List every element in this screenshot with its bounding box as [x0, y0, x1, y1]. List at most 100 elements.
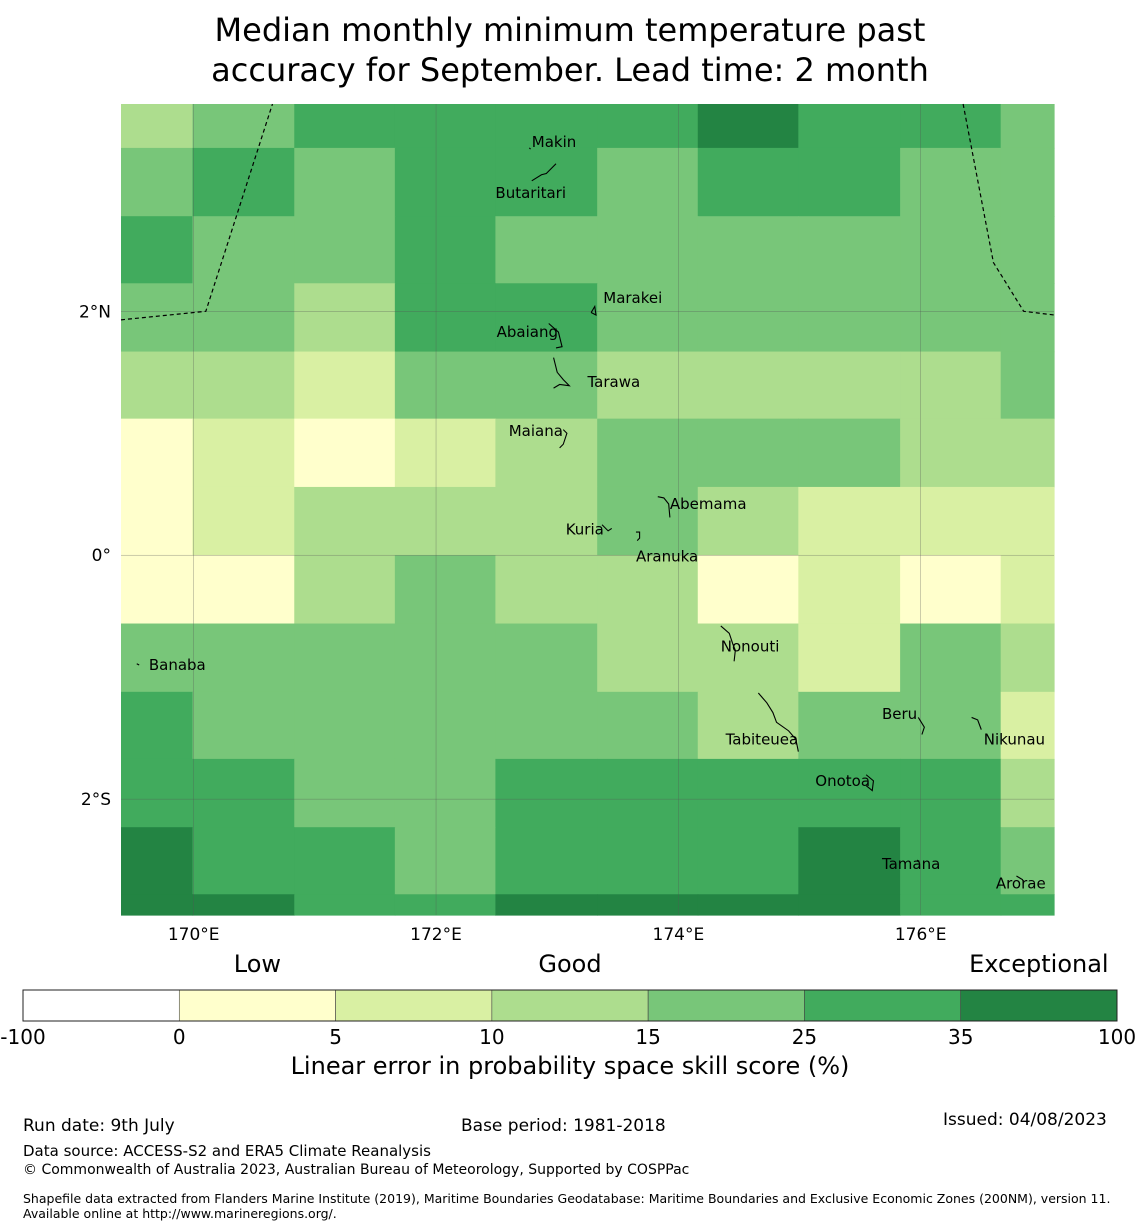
island-label: Makin [532, 133, 577, 151]
island-label: Onotoa [815, 772, 870, 790]
map-title: Median monthly minimum temperature past … [0, 10, 1140, 90]
skill-cell [121, 555, 194, 625]
skill-cell [1000, 104, 1055, 149]
skill-cell [1000, 555, 1055, 625]
skill-cell [495, 623, 598, 693]
skill-cell [294, 894, 396, 916]
island-label: Tamana [881, 855, 940, 873]
island-label: Marakei [603, 289, 662, 307]
skill-cell [495, 351, 598, 420]
colorbar-segment [491, 989, 649, 1022]
skill-cell [294, 486, 396, 556]
skill-cell [798, 758, 901, 828]
island-label: Abaiang [497, 323, 558, 341]
colorbar-segment [178, 989, 336, 1022]
skill-cell [900, 147, 1002, 217]
skill-cell [121, 216, 194, 284]
skill-cell [192, 894, 295, 916]
colorbar-tick-label: 35 [948, 1025, 973, 1049]
skill-cell [121, 283, 194, 353]
skill-cell [798, 418, 901, 488]
skill-cell [495, 691, 598, 760]
island-outline [865, 774, 875, 792]
skill-cell [294, 351, 396, 420]
skill-cell [394, 555, 497, 625]
lon-tick-label: 174°E [653, 925, 705, 945]
skill-cell [495, 827, 598, 895]
skill-cell [394, 486, 497, 556]
colorbar-outline [22, 989, 1118, 1022]
run-date: Run date: 9th July [23, 1116, 175, 1136]
skill-cell [697, 623, 799, 693]
skill-cell [121, 623, 194, 693]
island-label: Abemama [670, 495, 747, 513]
skill-cell [798, 216, 901, 284]
island-label: Aranuka [636, 547, 698, 565]
island-outline [916, 859, 920, 862]
skill-cell [495, 555, 598, 625]
skill-cell [1000, 691, 1055, 760]
island-outline [1016, 875, 1025, 884]
skill-cell [798, 283, 901, 353]
skill-cell [597, 283, 699, 353]
island-outline [657, 496, 671, 518]
copyright: © Commonwealth of Australia 2023, Austra… [23, 1162, 690, 1178]
skill-cell [1000, 418, 1055, 488]
skill-cell [121, 691, 194, 760]
skill-cell [495, 418, 598, 488]
island-label: Arorae [996, 874, 1046, 892]
skill-cell [294, 827, 396, 895]
skill-cell [192, 623, 295, 693]
colorbar: -100 0 5 10 15 25 35 100 Low Good Exceptional [0, 950, 1136, 1049]
skill-cell [697, 486, 799, 556]
skill-cell [900, 758, 1002, 828]
skill-cell [394, 758, 497, 828]
skill-cell [495, 758, 598, 828]
skill-cell [121, 104, 194, 149]
skill-cell [900, 104, 1002, 149]
skill-cell [798, 351, 901, 420]
skill-cell [294, 216, 396, 284]
lat-tick-label: 0° [92, 546, 111, 566]
skill-cell [294, 758, 396, 828]
island-outline [720, 625, 736, 662]
skill-cell [1000, 486, 1055, 556]
skill-cell [394, 216, 497, 284]
skill-cell [495, 486, 598, 556]
skill-cell [495, 216, 598, 284]
skill-cell [294, 147, 396, 217]
title-line-2: accuracy for September. Lead time: 2 mon… [211, 51, 929, 89]
skill-cell [192, 147, 295, 217]
skill-cell [697, 827, 799, 895]
skill-cell [121, 351, 194, 420]
skill-cell [394, 623, 497, 693]
skill-cell [394, 283, 497, 353]
skill-cell [294, 691, 396, 760]
skill-cell [798, 147, 901, 217]
skill-cell [1000, 827, 1055, 895]
skill-cell [597, 147, 699, 217]
skill-cell [394, 827, 497, 895]
skill-cell [597, 691, 699, 760]
skill-cell [697, 894, 799, 916]
skill-cell [1000, 758, 1055, 828]
island-outline [601, 524, 613, 532]
graticule [121, 104, 1054, 915]
skill-cell [121, 418, 194, 488]
colorbar-tick-label: 0 [173, 1025, 186, 1049]
island-outline [917, 717, 925, 735]
skill-cell [495, 147, 598, 217]
skill-cell [394, 418, 497, 488]
skill-cell [121, 486, 194, 556]
skill-cell [697, 283, 799, 353]
skill-cell [798, 104, 901, 149]
skill-cell [394, 894, 497, 916]
island-outline [971, 716, 982, 730]
skill-cell [294, 418, 396, 488]
skill-cell [495, 104, 598, 149]
colorbar-tick-label: -100 [0, 1025, 45, 1049]
skill-cell [697, 351, 799, 420]
skill-cell [697, 147, 799, 217]
skill-cell [192, 758, 295, 828]
skill-cell [900, 623, 1002, 693]
